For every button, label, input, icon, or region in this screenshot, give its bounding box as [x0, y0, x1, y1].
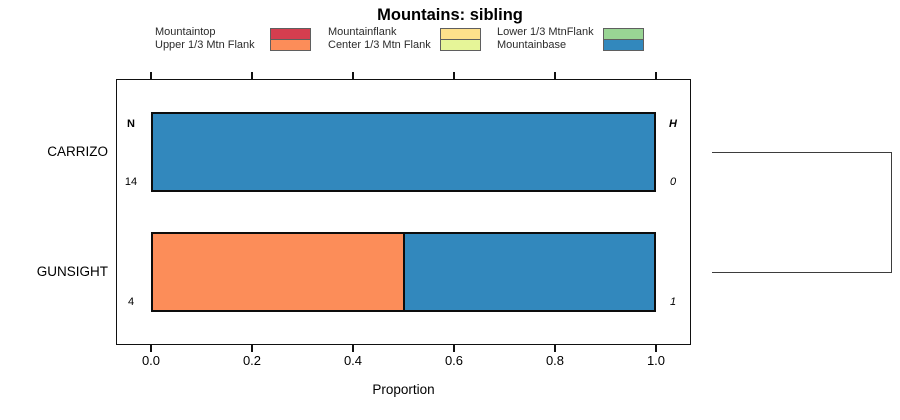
x-axis-tick-label: 1.0 [646, 353, 666, 368]
x-axis-tick-bottom [655, 345, 657, 352]
x-axis-tick-top [655, 72, 657, 79]
x-axis-tick-top [251, 72, 253, 79]
x-axis-tick-bottom [453, 345, 455, 352]
n-value-gunsight: 4 [127, 296, 135, 308]
legend-swatches [270, 28, 311, 51]
x-axis-tick-top [453, 72, 455, 79]
x-axis-tick-label: 0.2 [242, 353, 262, 368]
bar-segment-mountainbase [402, 232, 656, 312]
column-header-h: H [669, 118, 677, 130]
x-axis-tick-bottom [352, 345, 354, 352]
x-axis-tick-label: 0.8 [545, 353, 565, 368]
h-value-carrizo: 0 [669, 176, 677, 188]
legend-label-mountainbase: Mountainbase [497, 39, 567, 51]
stacked-bar-carrizo [151, 112, 656, 192]
legend-column-1: Mountaintop Upper 1/3 Mtn Flank [155, 26, 311, 52]
legend-swatches [603, 28, 644, 51]
legend-swatch-mountainbase [603, 39, 644, 51]
legend-label-mountainflank: Mountainflank [328, 26, 397, 38]
dendrogram-bracket [712, 152, 892, 273]
bar-segment-mountainbase [151, 112, 656, 192]
x-axis-tick-label: 0.0 [141, 353, 161, 368]
legend-labels: Mountaintop Upper 1/3 Mtn Flank [155, 26, 270, 52]
h-value-gunsight: 1 [669, 296, 677, 308]
legend-column-3: Lower 1/3 MtnFlank Mountainbase [497, 26, 644, 52]
x-axis-tick-top [352, 72, 354, 79]
x-axis-tick-bottom [554, 345, 556, 352]
x-axis-tick-bottom [150, 345, 152, 352]
stacked-bar-gunsight [151, 232, 656, 312]
x-axis-tick-label: 0.6 [444, 353, 464, 368]
legend-labels: Mountainflank Center 1/3 Mtn Flank [328, 26, 440, 52]
legend-swatch-upper-1-3-mtn-flank [270, 39, 311, 51]
legend-label-center-1-3-mtn-flank: Center 1/3 Mtn Flank [328, 39, 431, 51]
legend-swatch-center-1-3-mtn-flank [440, 39, 481, 51]
x-axis-tick-top [554, 72, 556, 79]
legend-column-2: Mountainflank Center 1/3 Mtn Flank [328, 26, 481, 52]
y-axis-label-gunsight: GUNSIGHT [36, 264, 108, 279]
chart-title: Mountains: sibling [377, 6, 523, 24]
legend-labels: Lower 1/3 MtnFlank Mountainbase [497, 26, 603, 52]
legend-label-mountaintop: Mountaintop [155, 26, 216, 38]
n-value-carrizo: 14 [124, 176, 138, 188]
x-axis-tick-top [150, 72, 152, 79]
legend-label-upper-1-3-mtn-flank: Upper 1/3 Mtn Flank [155, 39, 255, 51]
y-axis-label-carrizo: CARRIZO [47, 144, 108, 159]
legend-label-lower-1-3-mtnflank: Lower 1/3 MtnFlank [497, 26, 594, 38]
bar-segment-upper-1-3-mtn-flank [151, 232, 405, 312]
legend-swatches [440, 28, 481, 51]
column-header-n: N [127, 118, 135, 130]
x-axis-tick-label: 0.4 [343, 353, 363, 368]
x-axis-label: Proportion [372, 382, 435, 397]
x-axis-tick-bottom [251, 345, 253, 352]
